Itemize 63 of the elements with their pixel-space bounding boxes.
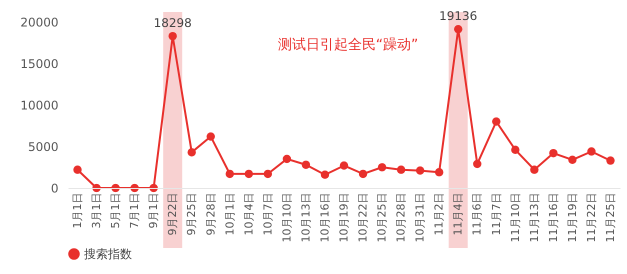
data-label: 19136 — [439, 9, 478, 24]
x-tick-label: 10月10日 — [280, 192, 294, 242]
x-tick-label: 10月19日 — [338, 192, 350, 242]
point — [473, 160, 482, 168]
point — [73, 166, 82, 174]
point — [244, 170, 254, 178]
x-tick-label: 9月28日 — [204, 192, 218, 236]
point — [549, 148, 558, 158]
point — [168, 32, 177, 40]
data-label: 18298 — [154, 16, 192, 30]
point — [282, 154, 292, 164]
point — [587, 147, 596, 156]
y-tick-label: 0 — [50, 182, 58, 196]
x-tick-label: 11月2日 — [432, 192, 446, 236]
point — [206, 132, 215, 141]
point — [416, 166, 424, 175]
point — [188, 148, 196, 156]
x-tick-label: 11月25日 — [604, 192, 617, 242]
x-tick-label: 3月1日 — [90, 192, 104, 228]
x-tick-label: 10月25日 — [376, 192, 389, 242]
x-tick-label: 7月1日 — [128, 192, 142, 228]
x-tick-label: 10月13日 — [299, 192, 312, 242]
point — [606, 156, 615, 165]
x-tick-label: 9月1日 — [147, 192, 160, 228]
x-tick-label: 5月1日 — [109, 192, 122, 228]
x-tick-label: 10月4日 — [242, 192, 256, 236]
point — [396, 166, 406, 174]
point — [340, 161, 348, 170]
x-tick-label: 10月31日 — [414, 192, 427, 242]
y-tick-label: 5000 — [28, 140, 58, 154]
y-tick-label: 20000 — [20, 16, 58, 30]
y-tick-label: 10000 — [20, 98, 58, 112]
x-tick-label: 11月22日 — [584, 192, 598, 242]
point — [511, 146, 520, 154]
x-tick-label: 10月22日 — [356, 192, 370, 242]
x-tick-label: 10月16日 — [318, 192, 332, 242]
x-tick-label: 11月6日 — [470, 192, 484, 236]
point — [226, 170, 234, 178]
point — [434, 168, 444, 176]
point — [492, 117, 500, 126]
x-tick-label: 11月4日 — [452, 192, 465, 236]
point — [378, 163, 386, 172]
point — [264, 170, 272, 178]
point — [568, 156, 577, 164]
x-tick-label: 10月28日 — [394, 192, 408, 242]
y-tick-label: 15000 — [20, 57, 58, 71]
x-tick-label: 11月10日 — [508, 192, 522, 242]
point — [530, 166, 539, 174]
x-tick-label: 11月16日 — [546, 192, 560, 242]
legend-label: 搜索指数 — [84, 247, 132, 261]
x-tick-label: 11月13日 — [528, 192, 541, 242]
point — [358, 170, 368, 178]
x-tick-label: 10月7日 — [261, 192, 274, 236]
point — [320, 170, 330, 179]
x-tick-label: 11月7日 — [490, 192, 503, 236]
point — [302, 160, 310, 169]
x-tick-label: 1月1日 — [71, 192, 84, 228]
x-tick-label: 9月25日 — [185, 192, 198, 236]
x-tick-label: 9月22日 — [166, 192, 180, 236]
x-tick-label: 11月19日 — [566, 192, 579, 242]
annotation: 测试日引起全民“躁动” — [278, 37, 418, 53]
point — [454, 24, 462, 34]
x-tick-label: 10月1日 — [223, 192, 236, 236]
